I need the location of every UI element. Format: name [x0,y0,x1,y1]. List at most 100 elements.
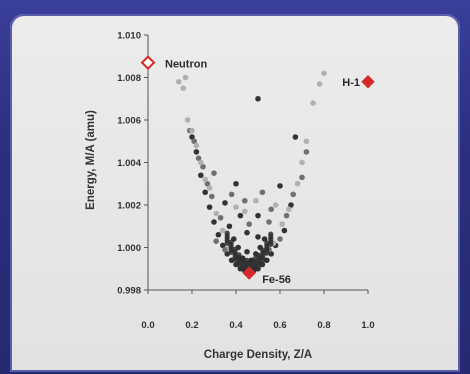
data-point [242,197,248,204]
data-point [206,185,213,191]
data-point [277,183,283,189]
data-point [252,256,258,262]
data-point [232,246,238,252]
data-point [193,149,200,155]
data-point [233,204,239,210]
data-point [222,246,228,253]
data-point [260,247,266,253]
data-point [288,202,294,208]
data-point [195,155,202,162]
data-point [277,236,283,242]
data-point [220,227,226,234]
data-point [283,212,290,219]
data-point [193,142,200,149]
data-point [268,231,274,237]
data-point [213,238,219,244]
data-point [316,81,323,87]
data-point [198,172,204,179]
data-point [261,236,268,242]
y-tick-label: 1.002 [117,201,141,212]
data-point [244,248,250,255]
data-point [268,251,275,257]
data-point [189,134,195,140]
data-point [268,206,275,213]
data-point [189,127,195,134]
fe56-marker [242,266,256,280]
data-point [202,189,208,196]
y-tick-label: 1.000 [117,243,141,254]
x-tick-labels: 0.0 0.2 0.4 0.6 0.8 1.0 [141,290,375,331]
data-point [299,174,305,181]
y-tick-label: 1.010 [117,31,141,42]
data-point [266,219,272,225]
x-tick-label: 0.2 [185,320,198,331]
x-axis-label: Charge Density, Z/A [204,349,312,361]
data-point [310,100,316,106]
data-point [226,223,233,230]
x-tick-label: 0.4 [229,320,243,331]
data-point [303,138,310,145]
nuclide-label: Fe-56 [262,274,291,286]
data-point [294,180,301,187]
x-tick-label: 0.0 [141,320,154,331]
data-point [246,221,252,227]
data-point [215,231,222,238]
data-point [244,229,250,236]
highlighted-nuclides: Neutron H-1 Fe-56 [140,55,375,286]
data-point [222,200,228,206]
data-point [236,252,242,258]
data-point [255,212,261,219]
data-point [244,257,250,263]
data-point [255,234,261,240]
data-points [176,70,327,276]
data-point [184,117,191,123]
data-point [191,138,197,145]
data-point [176,78,182,85]
data-point [237,212,244,219]
data-point [204,180,211,187]
data-point [272,202,279,208]
y-tick-label: 0.998 [117,286,141,297]
data-point [321,70,327,77]
data-point [279,221,286,227]
data-point [248,257,254,264]
data-point [286,206,292,213]
data-point [255,95,261,102]
data-point [259,189,266,196]
data-point [299,159,305,166]
y-tick-labels: 1.010 1.008 1.006 1.004 1.002 1.000 0.998 [117,31,148,297]
data-point [180,85,186,91]
x-tick-label: 0.8 [317,320,330,331]
data-point [303,149,310,155]
chart-panel [10,14,460,372]
y-tick-label: 1.006 [117,116,141,127]
data-point [292,134,299,140]
data-point [290,191,297,198]
data-point [220,242,226,249]
data-point [242,208,248,215]
data-point [264,240,270,246]
data-point [217,214,224,221]
data-point [233,180,239,187]
neutron-marker [140,55,156,71]
data-point [224,230,230,236]
y-tick-label: 1.008 [117,73,141,84]
y-tick-label: 1.004 [117,158,141,169]
data-point [211,170,217,176]
data-point [228,191,235,198]
data-point [228,239,234,245]
x-tick-label: 0.6 [273,320,286,331]
data-point [202,176,208,183]
data-point [209,193,215,200]
data-point [206,204,213,210]
x-tick-label: 1.0 [361,320,374,331]
data-point [182,74,189,81]
data-point [200,163,206,170]
nuclide-label: H-1 [342,77,360,89]
y-axis-label: Energy, M/A (amu) [85,110,97,210]
h1-marker [361,75,375,89]
data-point [253,197,259,204]
nuclide-label: Neutron [165,59,207,71]
data-point [240,255,246,262]
